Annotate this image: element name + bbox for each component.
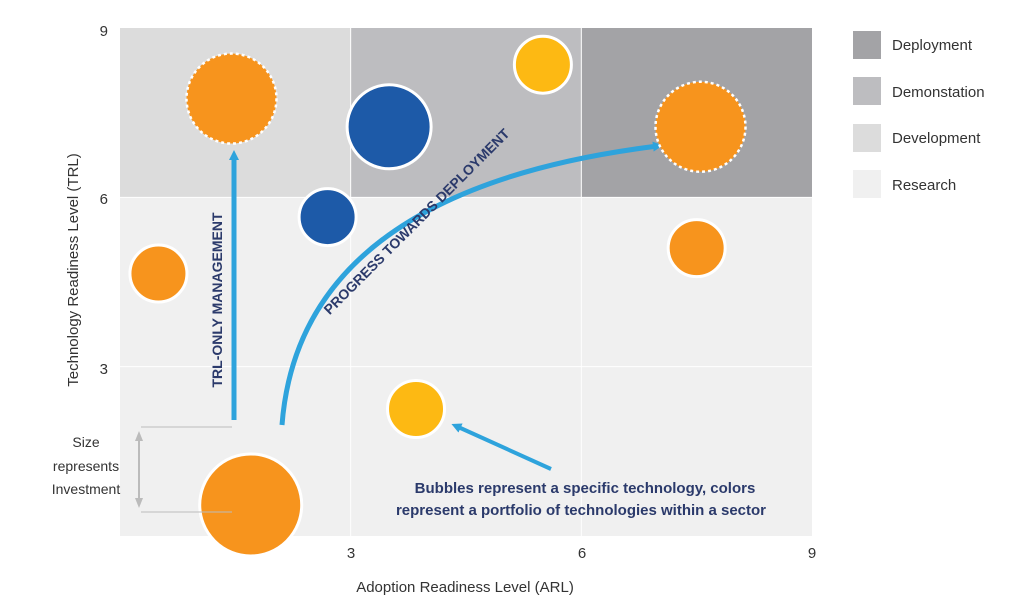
bubble-3 xyxy=(512,34,573,95)
bubble-2 xyxy=(345,83,433,171)
size-label-line2: represents xyxy=(53,458,119,474)
bubbles-note-line1: Bubbles represent a specific technology,… xyxy=(415,480,756,497)
legend-swatch-demonstation xyxy=(853,77,881,105)
x-tick-6: 6 xyxy=(578,545,586,562)
bubble-7 xyxy=(666,218,727,279)
bubbles-note-line2: represent a portfolio of technologies wi… xyxy=(396,502,766,519)
size-label-line1: Size xyxy=(72,434,99,450)
legend-label-research: Research xyxy=(892,177,956,194)
bubble-5 xyxy=(297,187,358,248)
legend-swatch-development xyxy=(853,124,881,152)
bubble-4 xyxy=(654,80,747,174)
bubble-1 xyxy=(185,52,278,145)
legend-swatch-research xyxy=(853,170,881,198)
y-tick-3: 3 xyxy=(100,361,108,378)
trl-only-label: TRL-ONLY MANAGEMENT xyxy=(209,212,225,387)
legend-label-development: Development xyxy=(892,130,981,147)
bubble-8 xyxy=(386,379,447,439)
size-label-line3: Investment xyxy=(52,481,121,497)
progress-arrow xyxy=(279,141,663,426)
bubbles xyxy=(128,34,747,558)
y-axis-title: Technology Readiness Level (TRL) xyxy=(65,153,82,386)
size-legend: Size represents Investment xyxy=(52,426,232,513)
legend-swatch-deployment xyxy=(853,31,881,59)
bubble-6 xyxy=(128,243,189,304)
x-tick-3: 3 xyxy=(347,545,355,562)
x-axis-title: Adoption Readiness Level (ARL) xyxy=(356,579,574,596)
legend-label-demonstation: Demonstation xyxy=(892,84,985,101)
legend-label-deployment: Deployment xyxy=(892,37,973,54)
y-tick-6: 6 xyxy=(100,191,108,208)
bubble-9 xyxy=(198,452,304,558)
bubbles-callout-arrow xyxy=(451,423,552,471)
legend: Deployment Demonstation Development Rese… xyxy=(853,31,985,198)
y-tick-9: 9 xyxy=(100,23,108,40)
x-tick-9: 9 xyxy=(808,545,816,562)
